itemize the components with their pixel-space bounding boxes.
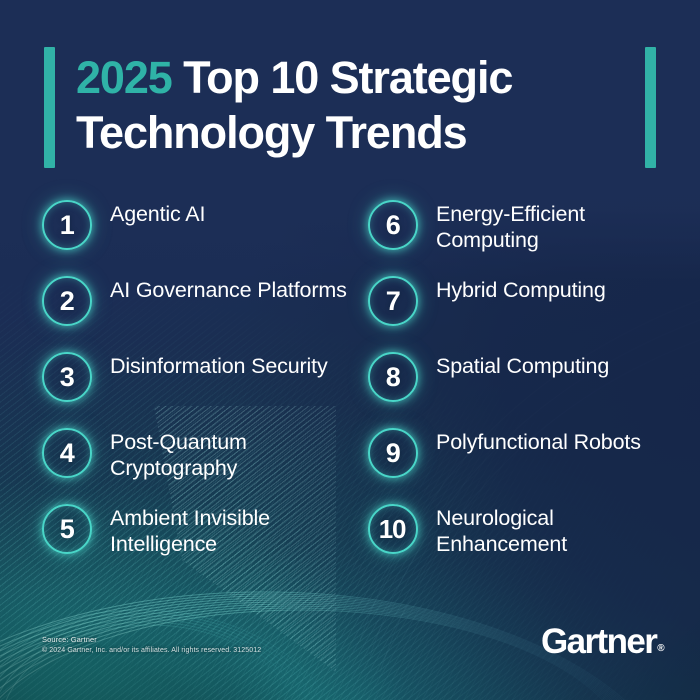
- page-title: 2025 Top 10 Strategic Technology Trends: [76, 50, 646, 160]
- registered-trademark-icon: ®: [657, 643, 665, 654]
- trend-item-4[interactable]: 4 Post-Quantum Cryptography: [42, 426, 362, 502]
- header: 2025 Top 10 Strategic Technology Trends: [0, 0, 700, 192]
- trend-number-6: 6: [385, 209, 401, 240]
- accent-bar-left: [44, 47, 55, 168]
- trend-item-3[interactable]: 3 Disinformation Security: [42, 350, 362, 426]
- trend-item-6[interactable]: 6 Energy-Efficient Computing: [368, 198, 688, 274]
- trend-label-1: Agentic AI: [110, 202, 206, 226]
- trend-number-7: 7: [385, 285, 401, 316]
- trend-label-8: Spatial Computing: [436, 354, 610, 378]
- accent-bar-right: [645, 47, 656, 168]
- trend-number-badge-1: 1: [42, 200, 92, 250]
- trend-number-badge-7: 7: [368, 276, 418, 326]
- trend-number-badge-6: 6: [368, 200, 418, 250]
- trend-item-1[interactable]: 1 Agentic AI: [42, 198, 362, 274]
- title-line2: Technology Trends: [76, 107, 468, 158]
- trend-label-5: Ambient Invisible Intelligence: [110, 506, 270, 556]
- trend-item-7[interactable]: 7 Hybrid Computing: [368, 274, 688, 350]
- title-year: 2025: [76, 52, 173, 103]
- trend-number-3: 3: [59, 361, 75, 392]
- trend-number-2: 2: [59, 285, 75, 316]
- trend-item-5[interactable]: 5 Ambient Invisible Intelligence: [42, 502, 362, 578]
- trend-number-badge-5: 5: [42, 504, 92, 554]
- trend-number-5: 5: [59, 513, 75, 544]
- gartner-logo-text: Gartner: [541, 622, 658, 661]
- trend-label-10: Neurological Enhancement: [436, 506, 568, 556]
- gartner-logo: Gartner®: [541, 622, 665, 669]
- trend-number-badge-8: 8: [368, 352, 418, 402]
- source-line: Source: Gartner: [42, 635, 97, 644]
- trend-number-badge-2: 2: [42, 276, 92, 326]
- trend-label-7: Hybrid Computing: [436, 278, 606, 302]
- trend-number-badge-3: 3: [42, 352, 92, 402]
- trend-label-2: AI Governance Platforms: [110, 278, 347, 302]
- trend-number-1: 1: [59, 209, 75, 240]
- trend-item-8[interactable]: 8 Spatial Computing: [368, 350, 688, 426]
- trend-column-right: 6 Energy-Efficient Computing 7 Hybrid Co…: [368, 198, 688, 578]
- trend-label-3: Disinformation Security: [110, 354, 328, 378]
- trend-number-10: 10: [378, 514, 407, 544]
- trend-number-badge-4: 4: [42, 428, 92, 478]
- trend-number-8: 8: [385, 361, 401, 392]
- trend-label-4: Post-Quantum Cryptography: [110, 430, 247, 480]
- trend-number-badge-10: 10: [368, 504, 418, 554]
- trend-columns: 1 Agentic AI 2 AI Governance Platforms 3…: [0, 198, 700, 580]
- trend-item-2[interactable]: 2 AI Governance Platforms: [42, 274, 362, 350]
- trend-label-9: Polyfunctional Robots: [436, 430, 641, 454]
- trend-number-9: 9: [385, 437, 401, 468]
- trend-item-10[interactable]: 10 Neurological Enhancement: [368, 502, 688, 578]
- trend-number-badge-9: 9: [368, 428, 418, 478]
- trend-column-left: 1 Agentic AI 2 AI Governance Platforms 3…: [42, 198, 362, 578]
- trend-item-9[interactable]: 9 Polyfunctional Robots: [368, 426, 688, 502]
- copyright-line: © 2024 Gartner, Inc. and/or its affiliat…: [42, 647, 262, 654]
- title-line1-rest: Top 10 Strategic: [171, 52, 513, 103]
- trend-label-6: Energy-Efficient Computing: [436, 202, 585, 252]
- source-attribution: Source: Gartner © 2024 Gartner, Inc. and…: [42, 634, 261, 656]
- trend-number-4: 4: [59, 437, 75, 468]
